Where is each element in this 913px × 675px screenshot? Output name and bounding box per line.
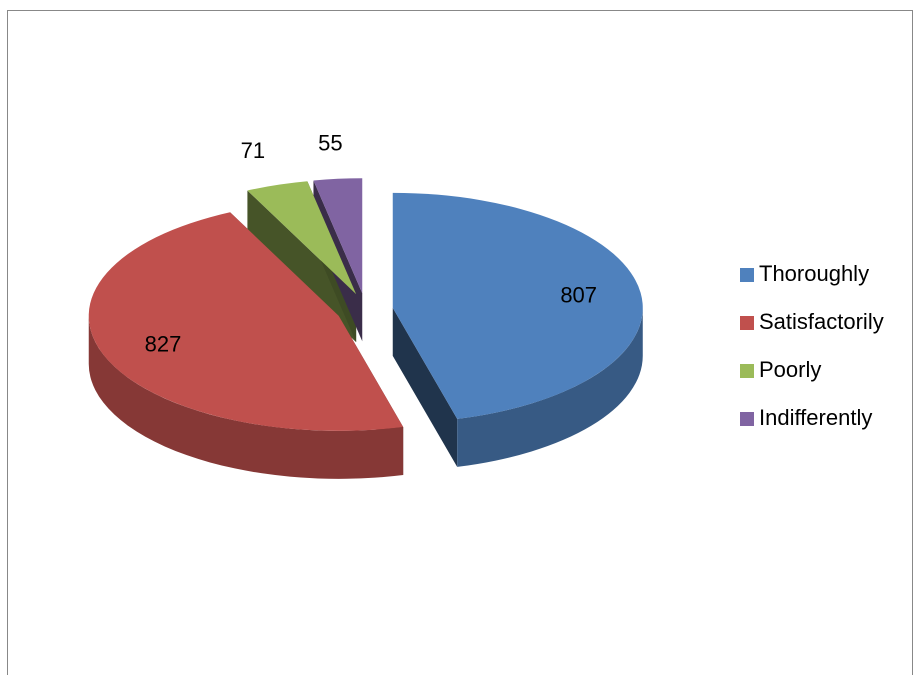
legend-label: Thoroughly bbox=[759, 261, 869, 286]
pie-slice bbox=[313, 178, 363, 294]
data-label: 55 bbox=[318, 130, 342, 155]
legend-swatch bbox=[740, 364, 754, 378]
pie-slice bbox=[247, 181, 357, 295]
pie-slice bbox=[392, 192, 643, 419]
pie-slice-side bbox=[457, 307, 643, 467]
legend-label: Satisfactorily bbox=[759, 309, 884, 334]
pie-slice-cut bbox=[392, 307, 458, 467]
legend-label: Indifferently bbox=[759, 405, 872, 430]
legend-swatch bbox=[740, 412, 754, 426]
legend-swatch bbox=[740, 268, 754, 282]
legend-label: Poorly bbox=[759, 357, 821, 382]
data-label: 807 bbox=[560, 282, 597, 307]
data-label: 71 bbox=[241, 138, 265, 163]
data-label: 827 bbox=[145, 332, 182, 357]
pie-slice-side bbox=[88, 315, 404, 479]
pie-slice bbox=[88, 212, 404, 431]
pie-slice-cut bbox=[247, 190, 357, 343]
legend-swatch bbox=[740, 316, 754, 330]
